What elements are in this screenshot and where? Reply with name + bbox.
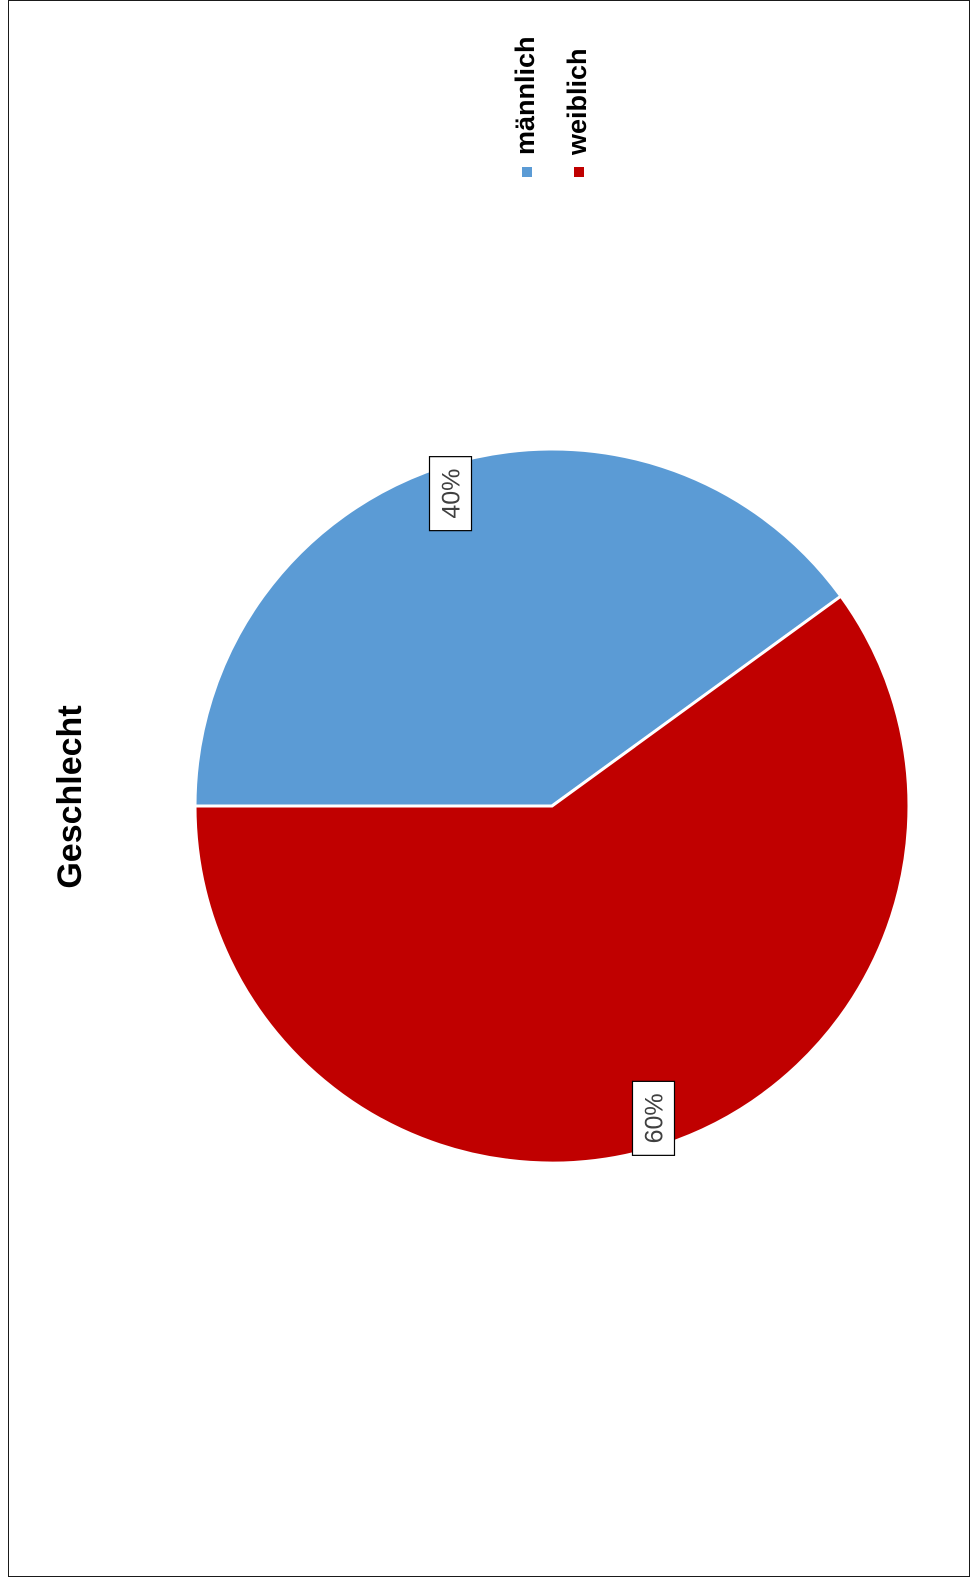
data-labels: 40% 60% [428, 456, 676, 1156]
legend: männlich weiblich [510, 36, 592, 177]
data-label-weiblich: 60% [631, 1080, 676, 1156]
chart-title: Geschlecht [51, 705, 89, 888]
legend-swatch-maennlich [522, 167, 532, 177]
data-label-text: 60% [640, 1093, 668, 1143]
pie-slices [193, 447, 911, 1165]
legend-item-weiblich: weiblich [562, 48, 592, 177]
data-label-box [428, 456, 473, 532]
legend-label-weiblich: weiblich [562, 48, 592, 156]
data-label-maennlich: 40% [428, 456, 473, 532]
data-label-box [631, 1080, 676, 1156]
data-label-text: 40% [438, 469, 466, 519]
legend-item-maennlich: männlich [510, 36, 540, 177]
legend-swatch-weiblich [574, 167, 584, 177]
legend-label-maennlich: männlich [510, 36, 540, 155]
